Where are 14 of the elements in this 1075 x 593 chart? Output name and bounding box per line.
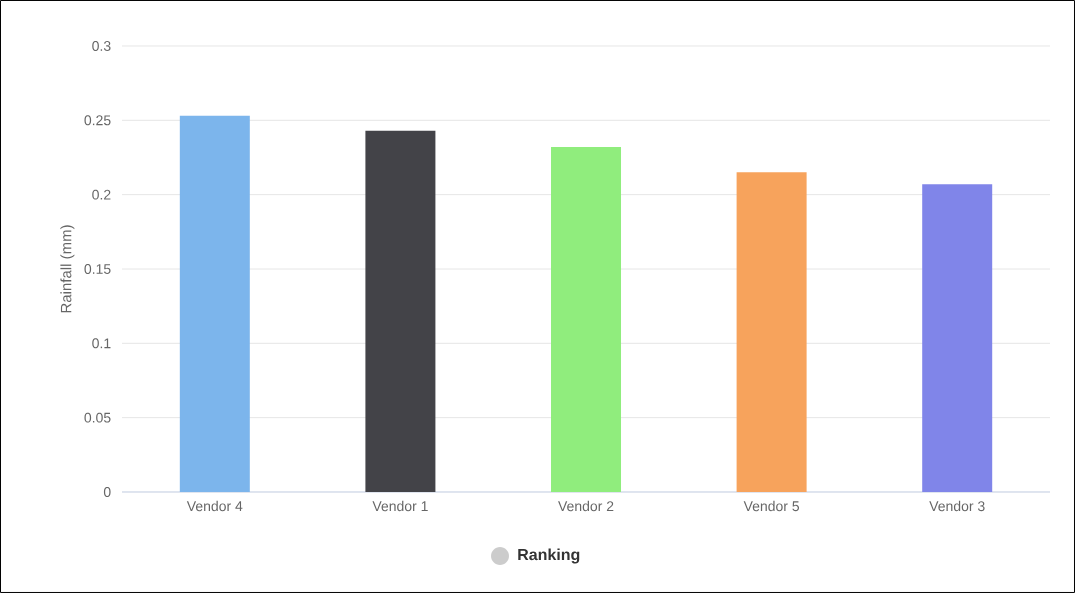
y-tick-label: 0.3 [92,41,111,51]
y-axis-title: Rainfall (mm) [60,225,75,313]
x-tick-label: Vendor 3 [929,500,985,512]
y-tick-label: 0.25 [84,115,111,126]
x-tick-label: Vendor 1 [372,500,428,512]
y-tick-label: 0.2 [92,189,111,200]
x-tick-label: Vendor 2 [558,500,614,512]
x-tick-label: Vendor 4 [186,500,243,512]
y-tick-label: 0.05 [84,412,111,423]
y-tick-label: 0 [103,487,111,497]
y-tick-label: 0.15 [84,264,111,274]
y-tick-label: 0.1 [92,338,111,349]
text: Ranking [518,548,580,564]
x-tick-label: Vendor 5 [743,500,800,512]
